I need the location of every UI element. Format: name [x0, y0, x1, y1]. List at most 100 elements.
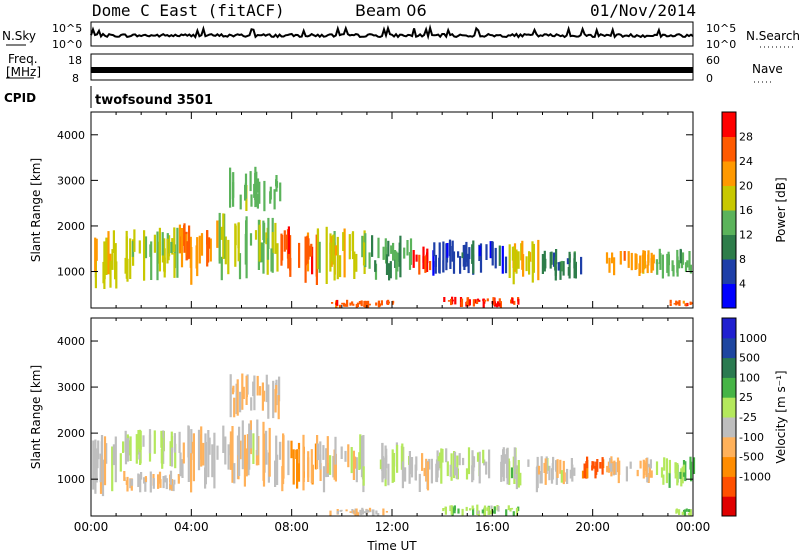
- echo-cell: [669, 299, 672, 304]
- echo-cell: [656, 262, 659, 275]
- echo-cell: [639, 460, 642, 469]
- echo-cell: [202, 442, 205, 466]
- echo-cell: [94, 448, 97, 475]
- echo-cell: [508, 244, 511, 278]
- echo-cell: [674, 462, 677, 474]
- colorbar-tick-label: -500: [739, 451, 764, 464]
- echo-cell: [688, 509, 692, 516]
- echo-cell: [555, 249, 558, 265]
- echo-cell: [139, 430, 142, 450]
- time-axis-label: Time UT: [366, 539, 417, 553]
- echo-cell: [509, 508, 512, 512]
- x-tick-label: 20:00: [575, 520, 610, 534]
- echo-cell: [679, 248, 682, 264]
- echo-cell: [375, 302, 378, 306]
- echo-cell: [445, 448, 448, 463]
- echo-cell: [287, 226, 290, 254]
- echo-cell: [112, 444, 115, 466]
- echo-cell: [170, 241, 173, 253]
- echo-cell: [170, 479, 174, 491]
- echo-cell: [627, 251, 630, 268]
- echo-cell: [403, 247, 406, 259]
- echo-cell: [256, 178, 260, 193]
- echo-cell: [437, 456, 440, 466]
- echo-cell: [476, 300, 479, 304]
- echo-cell: [262, 242, 265, 274]
- echo-cell: [263, 390, 266, 402]
- nsky-tick-high: 10^5: [52, 22, 82, 35]
- echo-cell: [438, 257, 441, 273]
- echo-cell: [609, 457, 612, 469]
- echo-cell: [566, 258, 569, 265]
- colorbar-segment: [722, 185, 736, 211]
- echo-cell: [426, 248, 429, 264]
- echo-cell: [438, 452, 442, 469]
- echo-cell: [263, 222, 266, 243]
- echo-cell: [662, 474, 665, 485]
- echo-cell: [168, 235, 171, 257]
- echo-cell: [412, 250, 415, 268]
- echo-cell: [249, 233, 253, 246]
- echo-cell: [498, 298, 501, 305]
- echo-cell: [647, 472, 650, 483]
- echo-cell: [281, 466, 284, 492]
- echo-cell: [231, 387, 235, 395]
- echo-cell: [608, 257, 611, 273]
- colorbar-tick-label: 500: [739, 352, 760, 365]
- echo-cell: [133, 229, 136, 252]
- echo-cell: [502, 449, 505, 473]
- echo-cell: [273, 189, 276, 210]
- velocity-axes: 1000 2000 3000 4000: [57, 318, 694, 516]
- colorbar-segment: [722, 136, 736, 162]
- echo-cell: [418, 254, 421, 275]
- echo-cell: [157, 241, 160, 264]
- echo-cell: [459, 256, 462, 274]
- echo-cell: [556, 459, 559, 478]
- echo-cell: [596, 459, 599, 472]
- station-title: Dome C East (fitACF): [92, 1, 285, 20]
- echo-cell: [326, 436, 329, 474]
- echo-cell: [282, 435, 285, 479]
- echo-cell: [681, 466, 684, 484]
- echo-cell: [109, 260, 112, 288]
- colorbar-segment: [722, 210, 736, 235]
- echo-cell: [352, 510, 355, 512]
- echo-cell: [477, 510, 480, 515]
- echo-cell: [265, 430, 268, 452]
- y-tick-label: 1000: [57, 266, 85, 279]
- echo-cell: [543, 462, 546, 473]
- echo-cell: [567, 267, 570, 276]
- echo-cell: [450, 505, 453, 515]
- echo-cell: [434, 254, 437, 267]
- echo-cell: [478, 245, 481, 257]
- echo-cell: [129, 238, 132, 279]
- echo-cell: [683, 509, 686, 516]
- echo-cell: [682, 466, 685, 472]
- echo-cell: [318, 241, 321, 273]
- echo-cell: [493, 506, 496, 514]
- echo-cell: [481, 509, 484, 514]
- echo-cell: [347, 444, 350, 468]
- echo-cell: [123, 471, 126, 481]
- echo-cell: [165, 478, 168, 490]
- echo-cell: [174, 443, 177, 469]
- velocity-cbar-label: Velocity [m s⁻¹]: [774, 370, 788, 463]
- echo-cell: [319, 441, 322, 470]
- echo-cell: [650, 258, 653, 273]
- echo-cell: [580, 256, 583, 275]
- echo-cell: [144, 236, 148, 259]
- echo-cell: [559, 459, 562, 474]
- y-tick-label: 1000: [57, 473, 85, 486]
- echo-cell: [442, 508, 445, 512]
- echo-cell: [302, 434, 305, 491]
- echo-cell: [515, 249, 518, 274]
- echo-cell: [351, 231, 355, 260]
- cpid-label: CPID: [4, 91, 36, 105]
- echo-cell: [329, 242, 332, 272]
- echo-cell: [647, 463, 650, 468]
- echo-cell: [259, 386, 262, 396]
- echo-cell: [452, 251, 456, 274]
- echo-cell: [277, 395, 280, 420]
- colorbar-tick-label: 4: [739, 278, 746, 291]
- echo-cell: [562, 261, 565, 276]
